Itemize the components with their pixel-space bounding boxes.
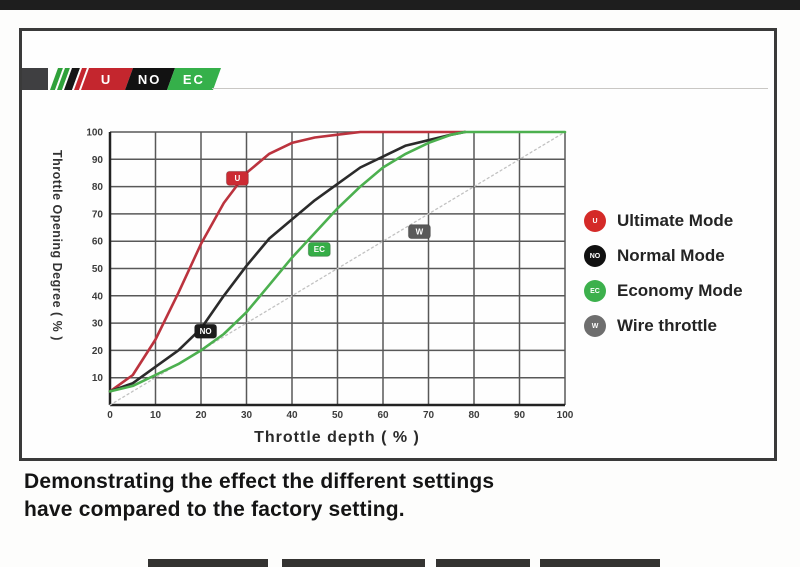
ribbon-stripes: U NO EC	[48, 68, 222, 90]
ribbon-badge-economy: EC	[167, 68, 222, 90]
legend-item-wire: W Wire throttle	[584, 315, 743, 337]
x-axis-title: Throttle depth ( % )	[254, 429, 420, 446]
divider-line	[212, 88, 768, 89]
legend-label: Normal Mode	[617, 246, 725, 265]
bottom-cropped-bar	[540, 559, 660, 567]
ribbon-gray-bar	[22, 68, 48, 90]
caption-line-1: Demonstrating the effect the different s…	[24, 470, 495, 493]
legend-label: Economy Mode	[617, 281, 743, 300]
normal-mode-icon: NO	[584, 245, 606, 267]
legend-label: Wire throttle	[617, 316, 717, 335]
ribbon-badge-ultimate-label: U	[101, 71, 113, 87]
top-black-bar	[0, 0, 800, 10]
wire-throttle-icon: W	[584, 315, 606, 337]
bottom-cropped-bar	[148, 559, 268, 567]
ribbon-badge-normal-label: NO	[138, 71, 162, 87]
legend-label: Ultimate Mode	[617, 211, 734, 230]
legend-item-economy: EC Economy Mode	[584, 280, 743, 302]
y-axis-title: Throttle Opening Degree ( % )	[50, 150, 64, 341]
chart-legend: U Ultimate Mode NO Normal Mode EC Econom…	[584, 210, 743, 350]
figure-caption: Demonstrating the effect the different s…	[24, 468, 494, 524]
bottom-cropped-bar	[282, 559, 425, 567]
caption-line-2: have compared to the factory setting.	[24, 498, 405, 521]
ribbon-badge-economy-label: EC	[182, 71, 206, 87]
ultimate-mode-icon: U	[584, 210, 606, 232]
economy-mode-icon: EC	[584, 280, 606, 302]
legend-item-normal: NO Normal Mode	[584, 245, 743, 267]
bottom-cropped-bar	[436, 559, 530, 567]
brand-ribbon: U NO EC	[22, 68, 222, 90]
legend-item-ultimate: U Ultimate Mode	[584, 210, 743, 232]
